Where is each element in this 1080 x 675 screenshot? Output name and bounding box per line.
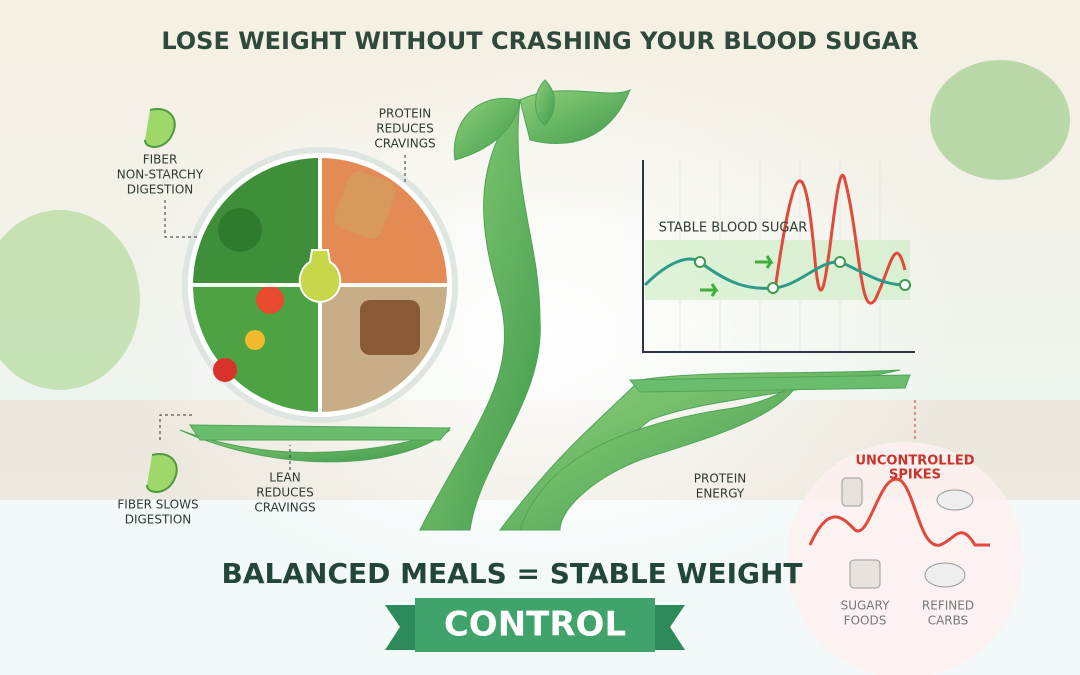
graph-label: STABLE BLOOD SUGAR [659, 221, 808, 236]
plant [179, 79, 911, 531]
plate [182, 147, 458, 423]
headline: BALANCED MEALS = STABLE WEIGHT [221, 557, 802, 590]
label: FIBER NON-STARCHY DIGESTION PROTEIN REDU… [117, 107, 746, 527]
label-line: PROTEIN [379, 107, 431, 121]
label-line: CRAVINGS [374, 137, 435, 151]
banner-text: CONTROL [444, 605, 626, 645]
plant-blur [930, 60, 1070, 180]
label-line: DIGESTION [125, 513, 192, 527]
banner: CONTROL [385, 598, 685, 652]
label-line: REDUCES [256, 486, 314, 500]
spike-item: FOODS [844, 614, 887, 628]
label-line: FIBER SLOWS [117, 498, 198, 512]
stomach-icon [144, 108, 176, 148]
spikes-title: SPIKES [889, 468, 941, 483]
label-line: CRAVINGS [254, 501, 315, 515]
label-line: PROTEIN [694, 472, 746, 486]
plant-blur [0, 210, 140, 390]
label-line: NON-STARCHY [117, 168, 204, 182]
label-line: FIBER [143, 153, 178, 167]
spike-item: CARBS [928, 614, 969, 628]
label-line: ENERGY [696, 487, 745, 501]
spike-item: SUGARY [841, 599, 890, 613]
spikes-title: UNCONTROLLED [855, 454, 974, 469]
label-line: DIGESTION [127, 183, 194, 197]
label-line: REDUCES [376, 122, 434, 136]
label-line: LEAN [269, 471, 300, 485]
blood-sugar-graph: STABLE BLOOD SUGAR [642, 160, 915, 353]
title: LOSE WEIGHT WITHOUT CRASHING YOUR BLOOD … [161, 27, 918, 55]
spike-item: REFINED [922, 599, 974, 613]
callout-lines [159, 155, 406, 470]
spikes-panel: UNCONTROLLED SPIKES SUGARY FOODS REFINED… [787, 400, 1023, 675]
stomach-icon [146, 453, 178, 493]
